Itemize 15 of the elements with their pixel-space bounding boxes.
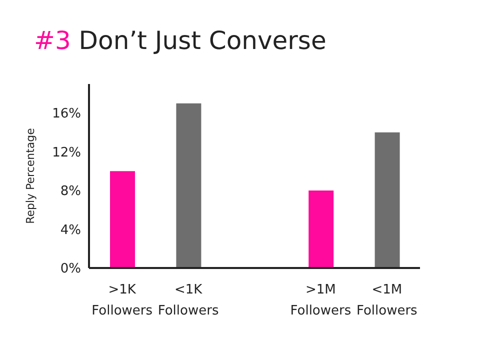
x-tick-label: <1M Followers — [356, 282, 418, 318]
x-tick-label: >1K Followers — [92, 282, 153, 318]
y-axis-title: Reply Percentage — [24, 128, 37, 224]
bar — [308, 190, 334, 268]
x-tick-label: >1M Followers — [290, 282, 352, 318]
chart-title: #3 Don’t Just Converse — [34, 26, 326, 55]
y-tick-label: 8% — [60, 184, 81, 200]
x-tick-label: <1K Followers — [158, 282, 219, 318]
y-tick-label: 16% — [52, 106, 81, 122]
bar — [110, 171, 135, 268]
y-tick-label: 12% — [52, 145, 81, 160]
bar — [176, 103, 202, 268]
y-tick-label: 4% — [60, 222, 81, 238]
bar — [374, 132, 400, 268]
y-tick-label: 0% — [60, 262, 81, 277]
